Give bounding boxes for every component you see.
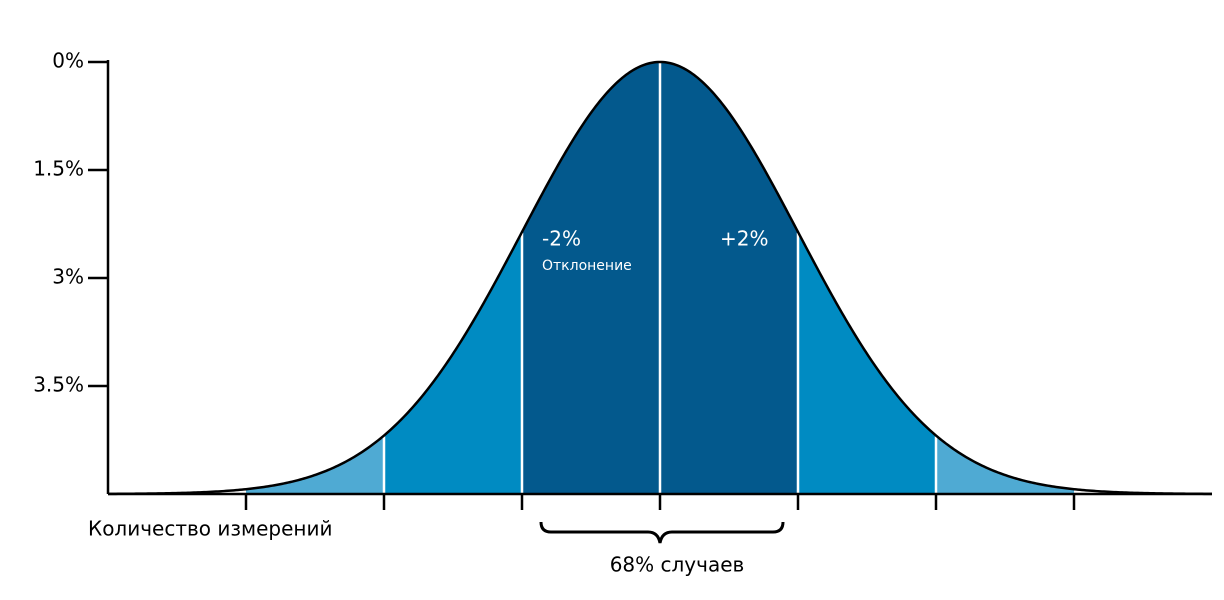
region bbox=[936, 435, 1074, 494]
sigma-dividers bbox=[382, 63, 938, 493]
brace bbox=[539, 521, 785, 544]
y-ticks bbox=[88, 60, 108, 388]
y-label: 0% bbox=[52, 49, 84, 73]
region bbox=[660, 62, 798, 494]
y-label: 3.5% bbox=[33, 373, 84, 397]
annotation: -2% bbox=[542, 227, 581, 251]
y-label: 1.5% bbox=[33, 157, 84, 181]
region bbox=[246, 435, 384, 494]
y-labels: 0% 1.5% 3% 3.5% bbox=[33, 49, 84, 397]
bell-curve bbox=[107, 60, 1213, 496]
x-axis-label: Количество измерений bbox=[88, 517, 332, 541]
region bbox=[522, 62, 660, 494]
y-label: 3% bbox=[52, 265, 84, 289]
annotation: +2% bbox=[720, 227, 769, 251]
range-label: 68% случаев bbox=[610, 553, 745, 577]
x-ticks bbox=[244, 494, 1076, 510]
annotation-caption: Отклонение bbox=[542, 258, 632, 274]
